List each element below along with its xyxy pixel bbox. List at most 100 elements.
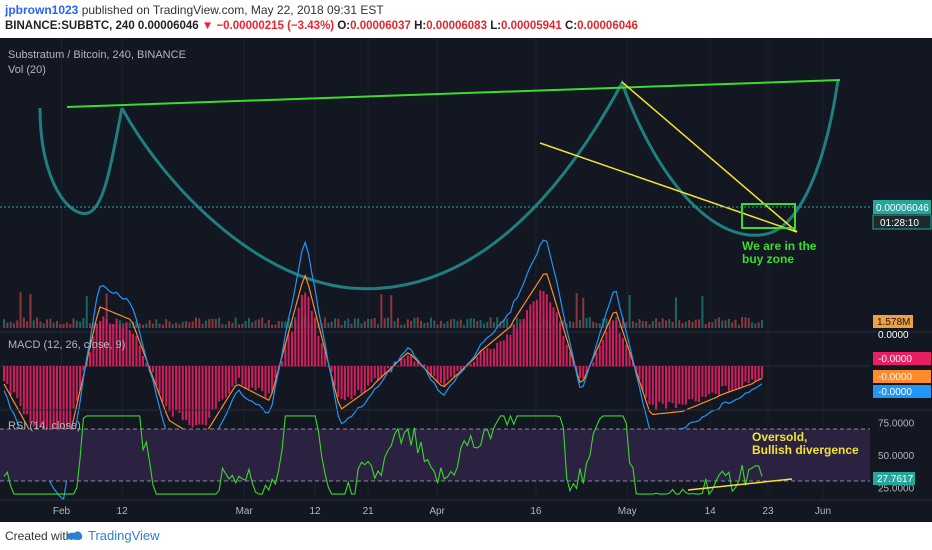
volume-bar	[221, 323, 224, 328]
macd-histogram-bar	[532, 301, 535, 367]
macd-histogram-bar	[188, 366, 191, 426]
volume-bar	[145, 323, 148, 328]
macd-histogram-bar	[19, 366, 22, 406]
volume-bar	[39, 321, 42, 328]
macd-histogram-bar	[569, 351, 572, 367]
volume-bar	[12, 323, 15, 328]
volume-bar	[588, 317, 591, 328]
chart-svg[interactable]: We are in the buy zone Substratum / Bitc…	[0, 38, 932, 522]
macd-histogram-bar	[727, 366, 730, 392]
macd-histogram-bar	[132, 334, 135, 367]
macd-histogram-bar	[648, 366, 651, 405]
macd-histogram-bar	[320, 343, 323, 367]
volume-bar	[105, 293, 108, 328]
volume-bar	[151, 323, 154, 328]
volume-bar	[578, 319, 581, 328]
volume-bar	[188, 322, 191, 328]
macd-histogram-bar	[228, 366, 231, 394]
volume-bar	[727, 318, 730, 328]
volume-bar	[575, 293, 578, 328]
volume-bar	[377, 324, 380, 328]
macd-histogram-bar	[383, 366, 386, 374]
volume-bar	[420, 320, 423, 328]
macd-histogram-bar	[214, 366, 217, 409]
macd-histogram-bar	[608, 327, 611, 367]
macd-histogram-bar	[294, 320, 297, 367]
time-tick-label: 23	[762, 506, 774, 517]
volume-tag-text: 1.578M	[877, 317, 910, 328]
volume-bar	[492, 322, 495, 328]
macd-histogram-bar	[314, 317, 317, 367]
macd-histogram-bar	[479, 350, 482, 367]
volume-bar	[49, 318, 52, 328]
volume-bar	[46, 319, 49, 328]
volume-bar	[204, 320, 207, 328]
macd-histogram-bar	[175, 366, 178, 411]
macd-histogram-bar	[721, 366, 724, 387]
macd-histogram-bar	[473, 361, 476, 367]
volume-bar	[62, 324, 65, 328]
volume-bar	[9, 321, 12, 328]
tradingview-brand[interactable]: TradingView	[88, 528, 160, 543]
time-tick-label: Apr	[429, 506, 445, 517]
macd-histogram-bar	[496, 342, 499, 367]
macd-histogram-bar	[128, 330, 131, 367]
macd-histogram-bar	[668, 366, 671, 403]
macd-histogram-bar	[734, 366, 737, 389]
chart-area[interactable]: We are in the buy zone Substratum / Bitc…	[0, 38, 932, 522]
volume-bar	[711, 322, 714, 328]
volume-bar	[688, 319, 691, 328]
low-value: 0.00005941	[501, 20, 562, 32]
volume-bar	[436, 324, 439, 328]
volume-bar	[135, 320, 138, 328]
time-axis[interactable]: Feb 12 Mar 12 21 Apr 16 May 14 23 Jun	[53, 506, 831, 517]
volume-bar	[373, 318, 376, 328]
volume-bar	[75, 320, 78, 328]
volume-bar	[717, 317, 720, 328]
volume-bar	[506, 318, 509, 328]
macd-histogram-bar	[92, 336, 95, 367]
rsi-title: RSI (14, close)	[8, 420, 81, 432]
volume-bar	[337, 318, 340, 328]
macd-histogram-bar	[185, 366, 188, 421]
volume-bar	[383, 318, 386, 328]
volume-bar	[744, 317, 747, 328]
macd-histogram-bar	[281, 361, 284, 367]
macd-histogram-bar	[284, 343, 287, 367]
macd-histogram-bar	[605, 331, 608, 367]
macd-histogram-bar	[287, 334, 290, 367]
macd-histogram-bar	[400, 358, 403, 367]
macd-histogram-bar	[360, 366, 363, 394]
volume-bar	[463, 324, 466, 328]
macd-histogram-bar	[747, 366, 750, 383]
oversold-text-2: Bullish divergence	[752, 443, 859, 457]
macd-histogram-bar	[701, 366, 704, 397]
macd-histogram-bar	[628, 351, 631, 367]
last-price-tag-text: 0.00006046	[876, 203, 929, 214]
macd-histogram-bar	[565, 344, 568, 367]
macd-histogram-bar	[247, 366, 250, 389]
macd-histogram-bar	[737, 366, 740, 389]
author-link[interactable]: jpbrown1023	[5, 3, 79, 17]
last-price-tag	[873, 200, 931, 214]
volume-bar	[582, 297, 585, 328]
volume-bar	[158, 323, 161, 328]
macd-histogram-bar	[6, 366, 9, 385]
volume-bar	[694, 319, 697, 328]
macd-histogram-bar	[267, 366, 270, 394]
macd-histogram-bar	[416, 362, 419, 367]
volume-bar	[621, 318, 624, 328]
macd-histogram-bar	[761, 366, 763, 379]
macd-histogram-bar	[559, 323, 562, 367]
volume-bar	[658, 321, 661, 328]
macd-histogram-bar	[562, 335, 565, 367]
volume-bar	[635, 322, 638, 328]
volume-bar	[65, 322, 68, 328]
macd-histogram-bar	[469, 364, 472, 367]
volume-bar	[171, 324, 174, 328]
drawings: We are in the buy zone	[0, 79, 870, 291]
macd-histogram-bar	[492, 348, 495, 367]
macd-histogram-bar	[353, 366, 356, 396]
wedge-upper-line	[621, 81, 798, 233]
macd-histogram-bar	[102, 316, 105, 367]
